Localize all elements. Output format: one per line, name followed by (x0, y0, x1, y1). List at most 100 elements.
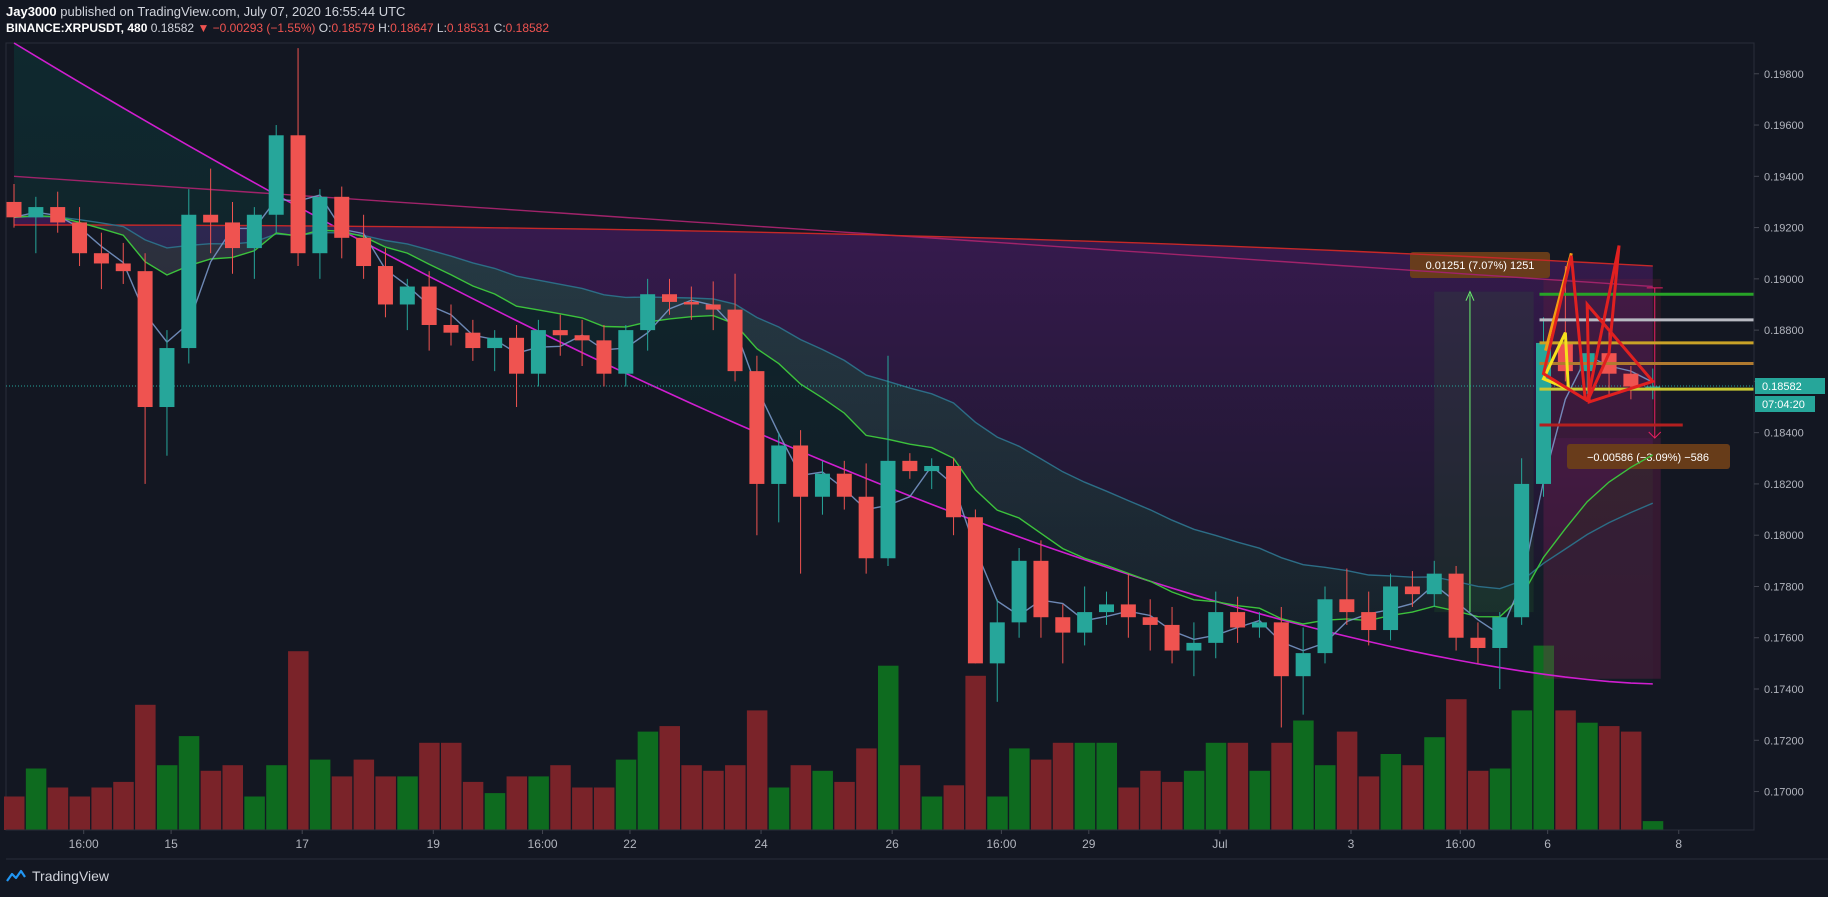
candle[interactable] (268, 125, 284, 233)
candle[interactable] (246, 207, 262, 279)
candle[interactable] (93, 232, 109, 290)
candle[interactable] (1470, 622, 1486, 664)
candle-body (377, 266, 393, 305)
candle[interactable] (705, 281, 721, 331)
volume-bar (506, 776, 528, 830)
volume-bar (899, 765, 921, 830)
volume-bar (1074, 742, 1096, 830)
candle[interactable] (793, 430, 809, 574)
candle[interactable] (902, 453, 918, 479)
candle[interactable] (967, 509, 983, 664)
candle[interactable] (1426, 560, 1442, 607)
candle[interactable] (1186, 622, 1202, 677)
candle[interactable] (1317, 586, 1333, 664)
candle[interactable] (1208, 591, 1224, 659)
tradingview-brand[interactable]: TradingView (6, 868, 109, 884)
candle[interactable] (683, 286, 699, 320)
candle-body (1011, 560, 1027, 623)
candle[interactable] (1404, 571, 1420, 607)
candle[interactable] (137, 253, 153, 484)
candle[interactable] (72, 207, 88, 267)
candle[interactable] (115, 242, 131, 284)
candle[interactable] (1492, 612, 1508, 690)
candle[interactable] (1033, 540, 1049, 638)
candle[interactable] (225, 201, 240, 274)
candle[interactable] (1295, 627, 1311, 715)
candle[interactable] (181, 189, 197, 364)
candle-body (399, 286, 415, 305)
candle[interactable] (1361, 591, 1377, 646)
candle-body (858, 496, 874, 559)
candle[interactable] (399, 278, 415, 331)
candle[interactable] (814, 460, 830, 515)
candle[interactable] (203, 168, 219, 254)
author-name[interactable]: Jay3000 (6, 4, 57, 19)
candle[interactable] (443, 304, 459, 346)
candle[interactable] (836, 460, 852, 510)
candle[interactable] (356, 214, 372, 279)
candle[interactable] (640, 278, 656, 351)
drawings[interactable] (1539, 245, 1755, 427)
candle[interactable] (552, 314, 568, 356)
triangle-pattern-yellow[interactable] (1541, 332, 1570, 392)
candle[interactable] (1164, 606, 1180, 664)
candle[interactable] (771, 432, 787, 523)
candle[interactable] (1623, 366, 1639, 400)
symbol-label[interactable]: BINANCE:XRPUSDT, 480 (6, 21, 148, 35)
candle[interactable] (530, 319, 546, 387)
candle[interactable] (1077, 586, 1093, 646)
candle[interactable] (662, 278, 677, 315)
volume-bar (528, 776, 549, 830)
triangle-pattern-red-3[interactable] (1585, 300, 1656, 404)
triangle-pattern-red-1[interactable] (1541, 255, 1587, 403)
candle[interactable] (596, 324, 612, 387)
candle[interactable] (858, 463, 874, 574)
candle[interactable] (487, 330, 503, 372)
candle[interactable] (1339, 568, 1355, 625)
candle[interactable] (28, 196, 44, 254)
volume-bar (1009, 748, 1030, 830)
candle[interactable] (1536, 317, 1551, 497)
candle[interactable] (290, 48, 306, 267)
candle[interactable] (6, 183, 22, 228)
candle[interactable] (1120, 573, 1136, 638)
candle[interactable] (989, 599, 1005, 702)
candle[interactable] (1251, 612, 1267, 638)
candle[interactable] (1011, 548, 1027, 638)
candle[interactable] (574, 319, 590, 367)
candle[interactable] (1142, 599, 1158, 651)
volume-bar (921, 796, 943, 830)
candle-body (159, 348, 175, 408)
candle[interactable] (1645, 368, 1661, 400)
short-position-label-bg (1567, 444, 1730, 469)
candle[interactable] (312, 189, 328, 279)
position-tools[interactable]: 0.01251 (7.07%) 1251−0.00586 (−3.09%) −5… (1410, 252, 1730, 679)
candle[interactable] (334, 186, 350, 259)
candle[interactable] (377, 248, 393, 318)
candle[interactable] (924, 458, 940, 490)
candle[interactable] (1273, 606, 1289, 728)
time-axis-label: 16:00 (986, 837, 1016, 851)
candle-body (705, 304, 721, 310)
volume-bar (1555, 710, 1576, 830)
candle[interactable] (727, 273, 743, 382)
candle[interactable] (618, 324, 634, 387)
candle[interactable] (1230, 596, 1246, 643)
candle[interactable] (1383, 573, 1399, 641)
candle[interactable] (509, 324, 525, 408)
candle-body (793, 445, 809, 497)
candle[interactable] (880, 355, 896, 566)
candle[interactable] (159, 330, 175, 456)
candle[interactable] (749, 355, 765, 536)
candle-body (1536, 342, 1551, 484)
candle[interactable] (1514, 458, 1530, 625)
candle[interactable] (465, 319, 481, 361)
candle[interactable] (50, 191, 66, 233)
candle[interactable] (1055, 604, 1071, 664)
candle[interactable] (421, 271, 437, 351)
candle[interactable] (1099, 591, 1114, 625)
indicator-bands (14, 43, 1653, 684)
candle[interactable] (946, 458, 962, 536)
candle[interactable] (1448, 565, 1464, 651)
